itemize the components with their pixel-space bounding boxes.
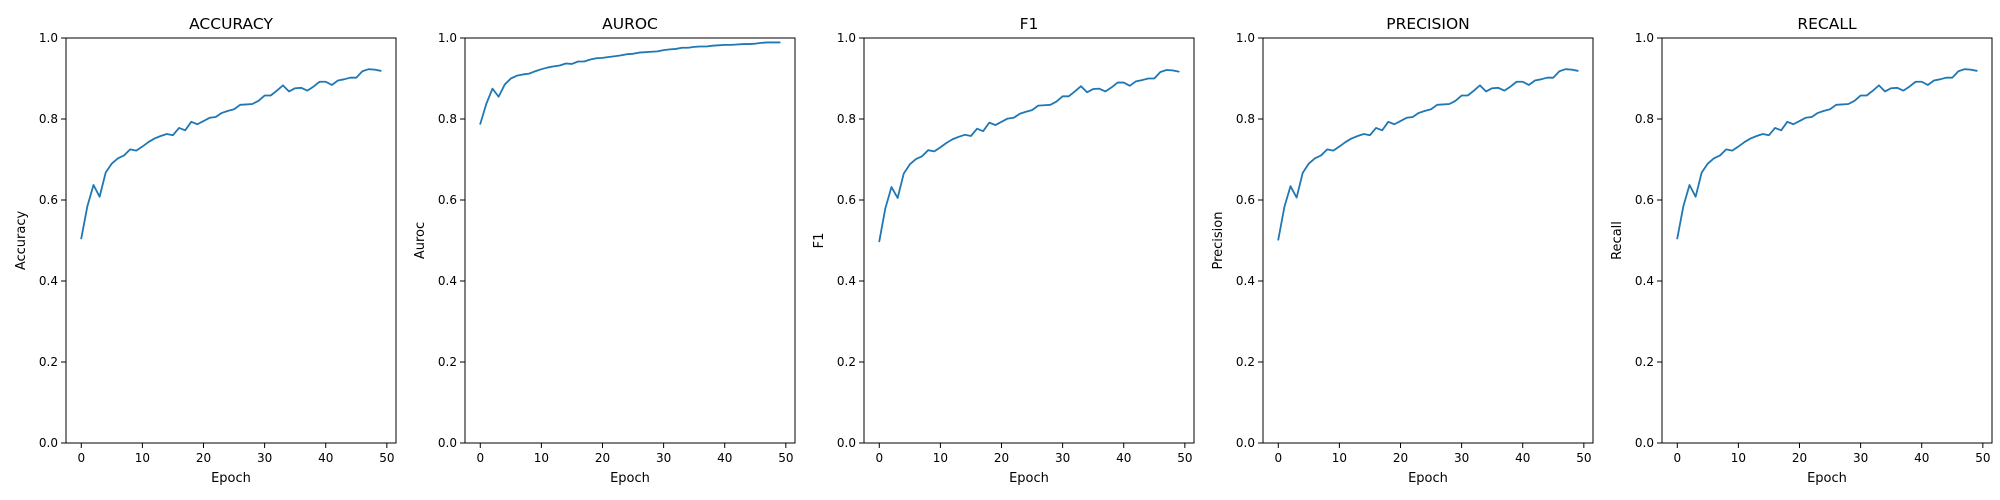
y-tick-label: 1.0	[39, 31, 58, 45]
y-tick-label: 0.4	[39, 274, 58, 288]
y-axis-label: F1	[812, 233, 827, 249]
axes-frame	[1262, 37, 1594, 444]
y-tick-label: 0.4	[438, 274, 457, 288]
chart-panel-accuracy: ACCURACY 0 10 20 30 40 50 0.0 0.2 0.4 0.6 0.8 1.0 Epo…	[14, 15, 397, 486]
chart-panel-precision: PRECISION 0 10 20 30 40 50 0.0 0.2 0.4 0.6 0.8 1.0 Ep…	[1211, 15, 1594, 486]
y-tick-label: 0.6	[1635, 193, 1654, 207]
y-tick-label: 0.6	[39, 193, 58, 207]
y-tick-label: 0.8	[1236, 112, 1255, 126]
x-axis-label: Epoch	[1408, 471, 1448, 486]
x-axis-label: Epoch	[610, 471, 650, 486]
y-tick-label: 0.2	[438, 355, 457, 369]
x-tick-label: 20	[196, 451, 211, 465]
x-tick-label: 30	[1454, 451, 1469, 465]
x-tick-label: 10	[534, 451, 549, 465]
y-tick-label: 0.6	[1236, 193, 1255, 207]
chart-title: PRECISION	[1386, 15, 1470, 33]
y-tick-label: 0.6	[837, 193, 856, 207]
y-tick-label: 0.2	[1236, 355, 1255, 369]
y-tick-label: 0.4	[1635, 274, 1654, 288]
y-tick-label: 1.0	[837, 31, 856, 45]
y-tick-label: 0.8	[1635, 112, 1654, 126]
y-tick-label: 0.0	[438, 436, 457, 450]
x-axis-label: Epoch	[1807, 471, 1847, 486]
y-axis-label: Precision	[1211, 211, 1226, 269]
x-tick-label: 0	[476, 451, 484, 465]
axes-frame	[65, 37, 397, 444]
y-axis-label: Auroc	[413, 222, 428, 259]
y-tick-label: 0.2	[1635, 355, 1654, 369]
y-tick-label: 0.2	[837, 355, 856, 369]
y-tick-label: 1.0	[1236, 31, 1255, 45]
x-tick-label: 40	[717, 451, 732, 465]
x-tick-label: 40	[1914, 451, 1929, 465]
chart-title: AUROC	[602, 15, 658, 33]
y-tick-label: 0.4	[1236, 274, 1255, 288]
series-line	[479, 41, 781, 125]
x-axis-label: Epoch	[1009, 471, 1049, 486]
x-tick-label: 10	[1332, 451, 1347, 465]
chart-panel-auroc: AUROC 0 10 20 30 40 50 0.0 0.2 0.4 0.6 0.8 1.0 Epoch A…	[413, 15, 796, 486]
x-tick-label: 30	[656, 451, 671, 465]
axes-frame	[863, 37, 1195, 444]
series-line	[878, 69, 1180, 243]
y-tick-label: 0.0	[39, 436, 58, 450]
axes-frame	[464, 37, 796, 444]
series-line	[1676, 68, 1978, 240]
x-tick-label: 50	[1576, 451, 1591, 465]
y-tick-label: 0.0	[1236, 436, 1255, 450]
y-tick-label: 0.0	[837, 436, 856, 450]
y-tick-label: 0.0	[1635, 436, 1654, 450]
series-line	[80, 68, 382, 240]
x-tick-label: 20	[1792, 451, 1807, 465]
axes-frame	[1661, 37, 1993, 444]
x-tick-label: 20	[595, 451, 610, 465]
y-tick-label: 1.0	[438, 31, 457, 45]
chart-panel-f1: F1 0 10 20 30 40 50 0.0 0.2 0.4 0.6 0.8 1.0 Epoch F1	[812, 15, 1195, 486]
x-tick-label: 40	[1515, 451, 1530, 465]
x-axis-label: Epoch	[211, 471, 251, 486]
y-tick-label: 0.4	[837, 274, 856, 288]
x-tick-label: 30	[257, 451, 272, 465]
x-tick-label: 20	[994, 451, 1009, 465]
x-tick-label: 50	[379, 451, 394, 465]
x-tick-label: 40	[318, 451, 333, 465]
x-tick-label: 50	[1177, 451, 1192, 465]
x-tick-label: 0	[875, 451, 883, 465]
y-tick-label: 0.2	[39, 355, 58, 369]
x-tick-label: 20	[1393, 451, 1408, 465]
x-tick-label: 40	[1116, 451, 1131, 465]
series-line	[1277, 68, 1579, 241]
x-tick-label: 10	[135, 451, 150, 465]
x-tick-label: 30	[1853, 451, 1868, 465]
x-tick-label: 0	[77, 451, 85, 465]
chart-title: RECALL	[1797, 15, 1857, 33]
chart-title: F1	[1020, 15, 1039, 33]
x-tick-label: 50	[778, 451, 793, 465]
y-axis-label: Accuracy	[14, 211, 29, 271]
x-tick-label: 0	[1274, 451, 1282, 465]
chart-panel-recall: RECALL 0 10 20 30 40 50 0.0 0.2 0.4 0.6 0.8 1.0 Epoch…	[1610, 15, 1993, 486]
x-tick-label: 30	[1055, 451, 1070, 465]
y-tick-label: 0.8	[837, 112, 856, 126]
y-tick-label: 0.8	[39, 112, 58, 126]
y-tick-label: 1.0	[1635, 31, 1654, 45]
x-tick-label: 10	[933, 451, 948, 465]
y-tick-label: 0.8	[438, 112, 457, 126]
y-tick-label: 0.6	[438, 193, 457, 207]
y-axis-label: Recall	[1610, 221, 1625, 260]
chart-title: ACCURACY	[189, 15, 273, 33]
x-tick-label: 0	[1673, 451, 1681, 465]
x-tick-label: 50	[1975, 451, 1990, 465]
x-tick-label: 10	[1731, 451, 1746, 465]
